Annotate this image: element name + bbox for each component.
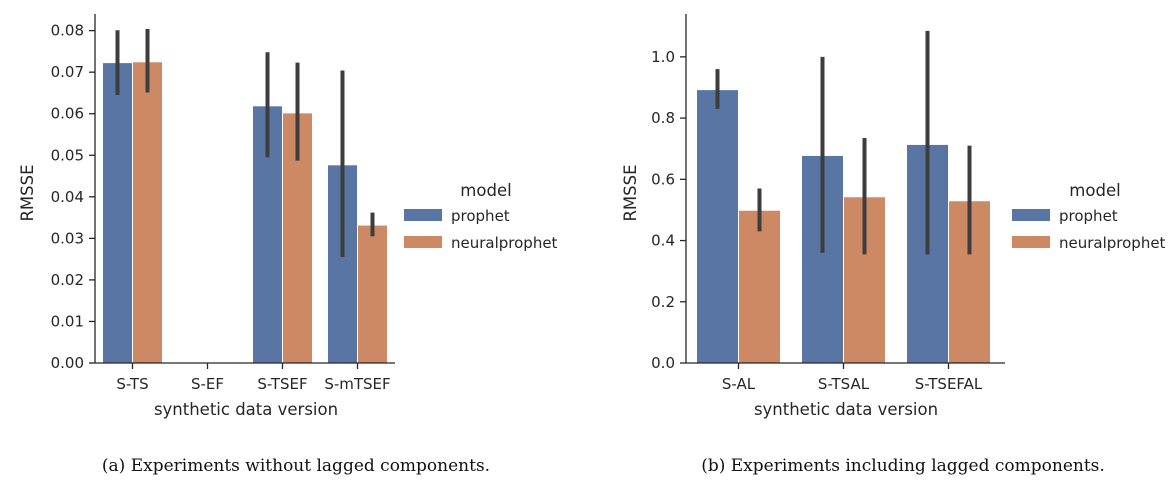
chart-b-x-tick-label: S-AL xyxy=(722,375,756,393)
chart-a-bar-neuralprophet-S-mTSEF xyxy=(357,224,388,364)
chart-a-x-axis-label: synthetic data version xyxy=(154,400,338,419)
chart-b-axes xyxy=(685,14,1005,364)
chart-a-y-tick-label: 0.02 xyxy=(51,271,84,289)
chart-a-x-tick-label: S-EF xyxy=(191,375,224,393)
chart-a-y-tick-label: 0.05 xyxy=(51,146,84,164)
chart-b-bar-prophet-S-AL xyxy=(696,89,739,364)
chart-a-x-tick-label: S-TSEF xyxy=(257,375,307,393)
chart-a-legend-title: model xyxy=(460,181,511,200)
chart-a-x-ticks: S-TS S-EF S-TSEF S-mTSEF xyxy=(116,363,391,393)
chart-b-y-tick-label: 0.6 xyxy=(651,170,675,188)
chart-a: 0.00 0.01 0.02 0.03 0.04 0.05 0.06 0.07 0.08 S-T… xyxy=(18,14,558,476)
chart-a-y-tick-label: 0.03 xyxy=(51,229,84,247)
chart-b-x-tick-label: S-TSAL xyxy=(818,375,870,393)
chart-b: 0.0 0.2 0.4 0.6 0.8 1.0 S-AL S-TSAL S-TSEFAL sy… xyxy=(621,14,1166,476)
chart-b-bar-neuralprophet-S-AL xyxy=(738,209,781,364)
chart-a-bar-neuralprophet-S-TS xyxy=(132,61,163,364)
chart-b-bars xyxy=(696,89,991,364)
chart-b-legend-swatch-neuralprophet xyxy=(1012,236,1050,248)
chart-b-caption: (b) Experiments including lagged compone… xyxy=(701,456,1105,476)
chart-b-x-ticks: S-AL S-TSAL S-TSEFAL xyxy=(722,363,983,393)
chart-a-error-bars xyxy=(115,28,375,258)
chart-b-legend-label-prophet: prophet xyxy=(1059,207,1118,225)
chart-b-error-bars xyxy=(715,30,972,255)
chart-b-y-ticks: 0.0 0.2 0.4 0.6 0.8 1.0 xyxy=(651,48,686,372)
chart-a-legend-swatch-prophet xyxy=(404,209,442,221)
chart-a-y-axis-label: RMSSE xyxy=(18,164,37,221)
chart-b-legend-label-neuralprophet: neuralprophet xyxy=(1059,234,1166,252)
chart-a-bar-prophet-S-TS xyxy=(102,62,133,364)
chart-a-legend-label-neuralprophet: neuralprophet xyxy=(451,234,558,252)
chart-a-x-tick-label: S-TS xyxy=(116,375,148,393)
chart-b-y-tick-label: 0.4 xyxy=(651,232,675,250)
chart-b-x-axis-label: synthetic data version xyxy=(754,400,938,419)
chart-b-y-tick-label: 0.8 xyxy=(651,109,675,127)
chart-a-x-tick-label: S-mTSEF xyxy=(324,375,390,393)
chart-a-legend-swatch-neuralprophet xyxy=(404,236,442,248)
chart-a-caption: (a) Experiments without lagged component… xyxy=(102,456,490,476)
chart-a-y-tick-label: 0.07 xyxy=(51,63,84,81)
chart-a-legend: model prophet neuralprophet xyxy=(404,181,558,252)
chart-a-y-tick-label: 0.00 xyxy=(51,354,84,372)
chart-b-legend-swatch-prophet xyxy=(1012,209,1050,221)
chart-b-y-tick-label: 0.0 xyxy=(651,354,675,372)
chart-a-bars xyxy=(102,61,388,364)
chart-a-legend-label-prophet: prophet xyxy=(451,207,510,225)
chart-a-y-tick-label: 0.04 xyxy=(51,188,84,206)
chart-b-legend-title: model xyxy=(1069,181,1120,200)
chart-b-x-tick-label: S-TSEFAL xyxy=(915,375,983,393)
chart-a-y-tick-label: 0.08 xyxy=(51,22,84,40)
chart-a-y-tick-label: 0.01 xyxy=(51,312,84,330)
chart-b-y-axis-label: RMSSE xyxy=(621,164,640,221)
chart-b-y-tick-label: 0.2 xyxy=(651,293,675,311)
chart-b-legend: model prophet neuralprophet xyxy=(1012,181,1166,252)
chart-b-y-tick-label: 1.0 xyxy=(651,48,675,66)
chart-a-y-tick-label: 0.06 xyxy=(51,105,84,123)
chart-a-y-ticks: 0.00 0.01 0.02 0.03 0.04 0.05 0.06 0.07 0.08 xyxy=(51,22,95,372)
